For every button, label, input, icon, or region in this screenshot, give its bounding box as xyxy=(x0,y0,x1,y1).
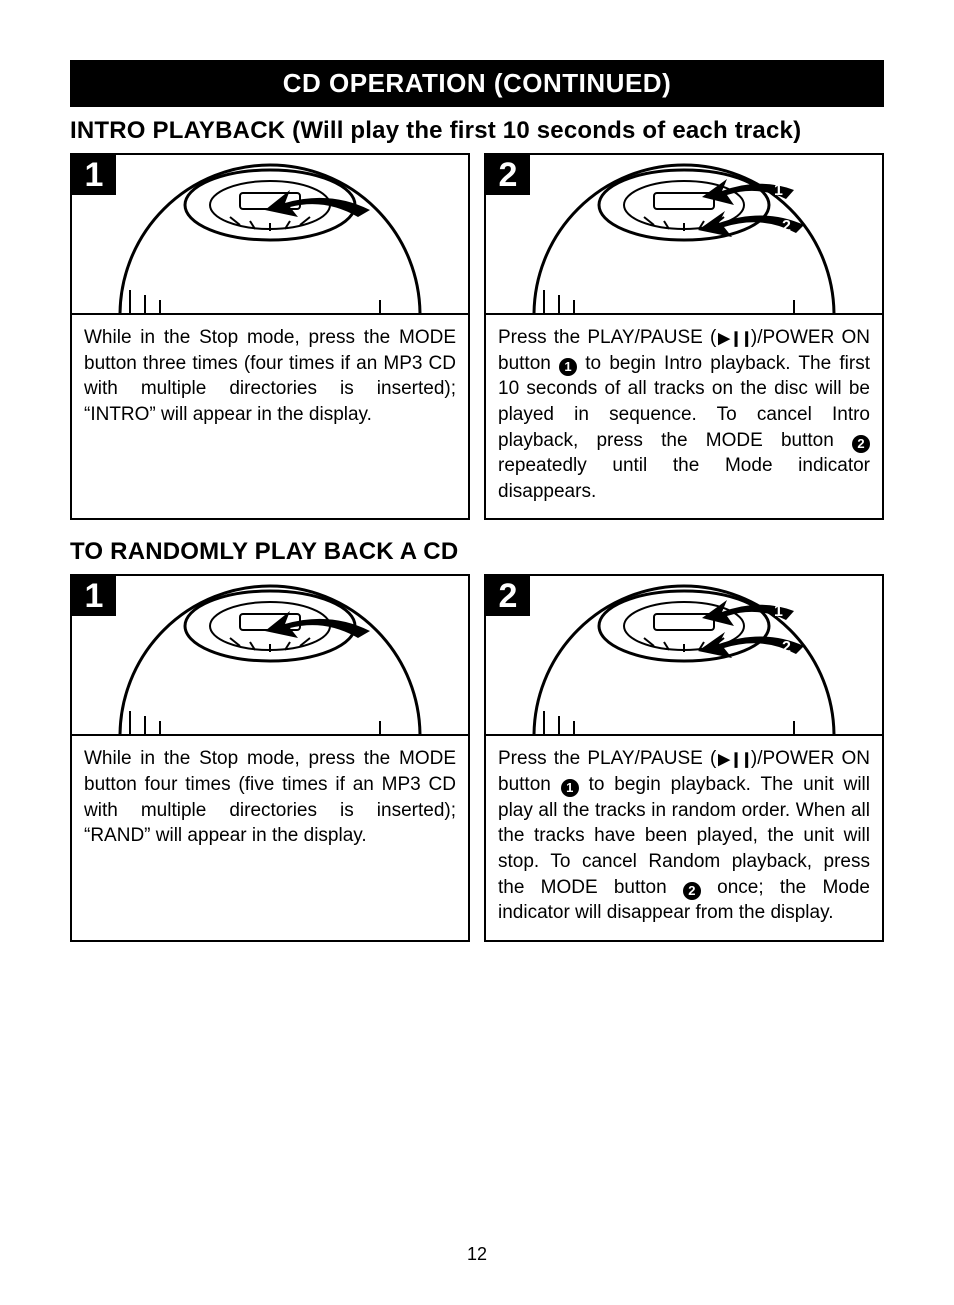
play-pause-icon: ▶❙❙ xyxy=(716,330,751,347)
step-illustration: 1 xyxy=(72,576,468,736)
step-text: While in the Stop mode, press the MODE b… xyxy=(72,736,468,926)
step-illustration: 2 1 2 xyxy=(486,576,882,736)
section-intro: INTRO PLAYBACK (Will play the first 10 s… xyxy=(70,117,884,520)
step-text: While in the Stop mode, press the MODE b… xyxy=(72,315,468,505)
callout-1: 1 xyxy=(774,603,783,620)
step-1: 1 While in the Stop mode, press the MODE… xyxy=(70,153,470,520)
cd-player-illustration: 1 2 xyxy=(504,576,864,736)
circled-number-icon: 2 xyxy=(683,882,701,900)
callout-2: 2 xyxy=(782,639,791,656)
step-1: 1 While in the Stop mode, press the MODE… xyxy=(70,574,470,941)
steps-row: 1 While in the Stop mode, press the MODE… xyxy=(70,153,884,520)
circled-number-icon: 2 xyxy=(852,435,870,453)
step-text: Press the PLAY/PAUSE (▶❙❙)/POWER ON butt… xyxy=(486,736,882,939)
section-heading: TO RANDOMLY PLAY BACK A CD xyxy=(70,538,884,566)
cd-player-illustration: 1 2 xyxy=(504,155,864,315)
section-heading: INTRO PLAYBACK (Will play the first 10 s… xyxy=(70,117,884,145)
title-bar: CD OPERATION (CONTINUED) xyxy=(70,60,884,107)
cd-player-illustration xyxy=(90,576,450,736)
cd-player-illustration xyxy=(90,155,450,315)
play-pause-icon: ▶❙❙ xyxy=(716,751,751,768)
callout-2: 2 xyxy=(782,218,791,235)
circled-number-icon: 1 xyxy=(561,779,579,797)
callout-1: 1 xyxy=(774,182,783,199)
page-number: 12 xyxy=(0,1244,954,1265)
step-illustration: 2 1 2 xyxy=(486,155,882,315)
step-2: 2 1 2 Press the PLAY/PAUSE ( xyxy=(484,153,884,520)
step-illustration: 1 xyxy=(72,155,468,315)
steps-row: 1 While in the Stop mode, press the MODE… xyxy=(70,574,884,941)
section-random: TO RANDOMLY PLAY BACK A CD 1 While i xyxy=(70,538,884,941)
step-text: Press the PLAY/PAUSE (▶❙❙)/POWER ON butt… xyxy=(486,315,882,518)
circled-number-icon: 1 xyxy=(559,358,577,376)
step-2: 2 1 2 Press the PLAY/PAUSE ( xyxy=(484,574,884,941)
